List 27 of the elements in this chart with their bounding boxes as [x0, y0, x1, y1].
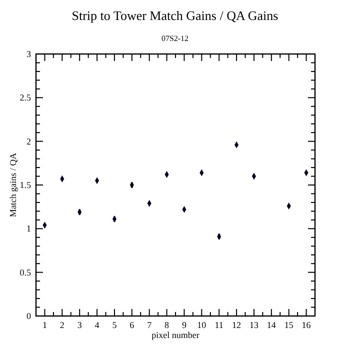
x-tick-label: 12: [232, 320, 242, 330]
y-tick-label: 1: [26, 224, 31, 234]
x-tick-label: 7: [147, 320, 152, 330]
x-tick-label: 2: [60, 320, 64, 330]
x-axis-title: pixel number: [152, 330, 200, 340]
x-tick-label: 6: [130, 320, 135, 330]
x-tick-label: 8: [164, 320, 170, 330]
x-tick-label: 14: [266, 320, 276, 330]
x-tick-label: 4: [94, 320, 100, 330]
x-tick-label: 9: [182, 320, 187, 330]
x-tick-label: 13: [249, 320, 259, 330]
chart-subtitle: 07S2-12: [161, 34, 189, 43]
y-tick-label: 3: [26, 49, 32, 59]
x-tick-label: 3: [77, 320, 82, 330]
x-tick-label: 5: [112, 320, 118, 330]
y-tick-label: 0.5: [20, 267, 32, 278]
x-tick-label: 10: [197, 320, 207, 330]
y-tick-label: 1.5: [20, 180, 32, 190]
x-tick-label: 11: [214, 320, 224, 330]
x-tick-label: 16: [302, 320, 312, 330]
y-tick-label: 2: [26, 136, 31, 146]
x-tick-label: 1: [42, 320, 47, 330]
x-tick-label: 15: [284, 320, 294, 330]
y-tick-label: 0: [26, 311, 32, 321]
y-tick-label: 2.5: [20, 92, 32, 103]
y-axis-title: Match gains / QA: [8, 152, 18, 218]
chart-title: Strip to Tower Match Gains / QA Gains: [72, 8, 278, 23]
